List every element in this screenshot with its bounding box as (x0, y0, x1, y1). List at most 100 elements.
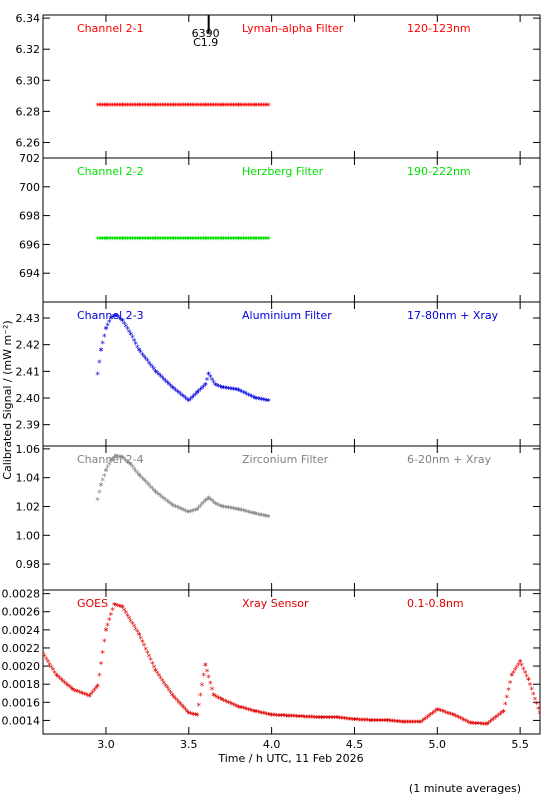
data-point: * (132, 466, 137, 476)
data-point: * (206, 674, 211, 684)
data-point: * (193, 102, 198, 112)
data-point: * (332, 715, 337, 725)
data-point: * (521, 666, 526, 676)
data-point: * (97, 672, 102, 682)
data-point: * (314, 714, 319, 724)
data-point: * (418, 719, 423, 729)
data-point: * (79, 690, 84, 700)
data-point: * (233, 386, 238, 396)
data-point: * (220, 236, 225, 246)
data-point: * (140, 639, 145, 649)
data-point: * (452, 712, 457, 722)
data-point: * (493, 715, 498, 725)
data-point: * (321, 715, 326, 725)
data-point: * (152, 102, 157, 112)
data-point: * (402, 719, 407, 729)
data-point: * (264, 513, 269, 523)
data-point: * (105, 102, 110, 112)
channel-label: Channel 2-1 (77, 22, 144, 35)
data-point: * (354, 717, 359, 727)
data-point: * (52, 669, 57, 679)
data-point: * (188, 509, 193, 519)
data-point: * (100, 340, 105, 350)
panel-frame (42, 589, 541, 735)
data-point: * (215, 102, 220, 112)
data-point: * (153, 236, 158, 246)
data-point: * (198, 386, 203, 396)
data-point: * (228, 386, 233, 396)
data-point: * (263, 102, 268, 112)
data-point: * (157, 672, 162, 682)
data-point: * (66, 682, 71, 692)
y-tick-label: 694 (19, 267, 40, 280)
channel-label: GOES (77, 597, 108, 610)
data-point: * (473, 720, 478, 730)
data-point: * (82, 691, 87, 701)
data-point: * (326, 715, 331, 725)
data-point: * (235, 102, 240, 112)
data-point: * (241, 236, 246, 246)
x-tick-label: 4.0 (263, 738, 281, 751)
data-point: * (127, 615, 132, 625)
data-point: * (261, 102, 266, 112)
data-point: * (160, 375, 165, 385)
data-point: * (339, 715, 344, 725)
y-tick-label: 0.98 (16, 558, 41, 571)
data-point: * (238, 704, 243, 714)
data-point: * (319, 715, 324, 725)
data-point: * (379, 717, 384, 727)
data-point: * (236, 102, 241, 112)
data-point: * (206, 102, 211, 112)
data-point: * (114, 312, 119, 322)
data-point: * (143, 646, 148, 656)
data-point: * (124, 457, 129, 467)
data-point: * (183, 236, 188, 246)
data-point: * (225, 102, 230, 112)
data-point: * (298, 714, 303, 724)
data-point: * (412, 719, 417, 729)
data-point: * (203, 662, 208, 672)
data-point: * (109, 315, 114, 325)
data-point: * (59, 676, 64, 686)
y-tick-label: 6.26 (16, 136, 41, 149)
data-point: * (140, 102, 145, 112)
data-point: * (261, 710, 266, 720)
filter-label: Lyman-alpha Filter (242, 22, 344, 35)
data-point: * (195, 712, 200, 722)
data-point: * (268, 712, 273, 722)
data-point: * (129, 331, 134, 341)
data-point: * (233, 236, 238, 246)
data-point: * (69, 685, 74, 695)
data-point: * (143, 236, 148, 246)
data-point: * (170, 502, 175, 512)
data-point: * (208, 102, 213, 112)
data-point: * (148, 102, 153, 112)
data-point: * (266, 398, 271, 408)
y-tick-label: 6.30 (16, 74, 41, 87)
data-point: * (95, 683, 100, 693)
data-point: * (235, 506, 240, 516)
data-point: * (420, 718, 425, 728)
data-point: * (336, 715, 341, 725)
data-point: * (172, 236, 177, 246)
data-point: * (467, 719, 472, 729)
data-point: * (173, 696, 178, 706)
data-point: * (377, 717, 382, 727)
data-point: * (210, 102, 215, 112)
data-point: * (180, 236, 185, 246)
data-point: * (240, 389, 245, 399)
data-point: * (221, 102, 226, 112)
data-points: ****************************************… (95, 102, 271, 112)
data-point: * (190, 508, 195, 518)
data-point: * (162, 680, 167, 690)
filter-label: Zirconium Filter (242, 453, 329, 466)
data-point: * (210, 686, 215, 696)
data-point: * (130, 334, 135, 344)
data-point: * (254, 395, 259, 405)
data-point: * (183, 102, 188, 112)
data-point: * (110, 102, 115, 112)
data-point: * (119, 454, 124, 464)
data-point: * (240, 102, 245, 112)
data-point: * (188, 102, 193, 112)
data-point: * (125, 326, 130, 336)
